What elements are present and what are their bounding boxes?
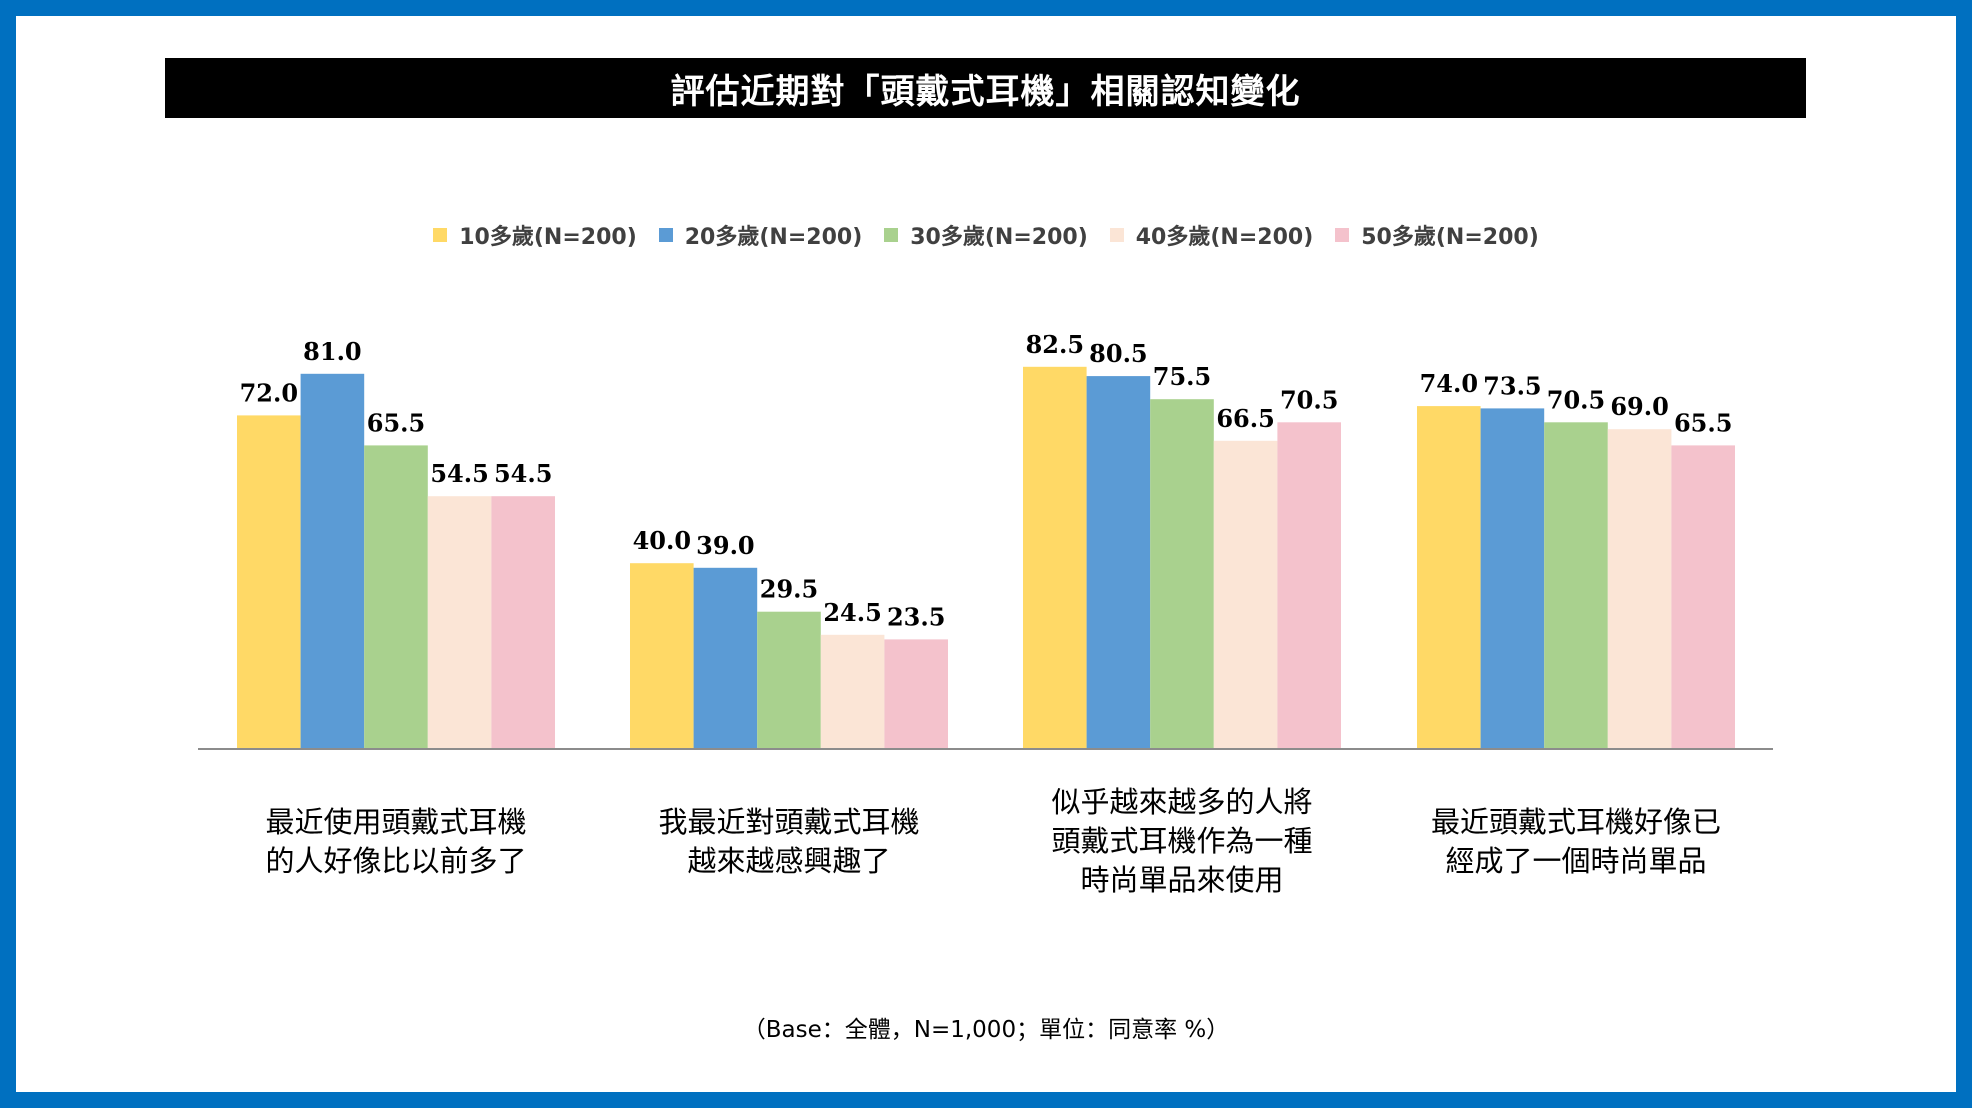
bar <box>300 373 365 748</box>
data-label: 54.5 <box>430 459 488 488</box>
data-label: 24.5 <box>823 598 881 627</box>
category-label: 最近頭戴式耳機好像已 經成了一個時尚單品 <box>1411 803 1741 881</box>
legend-label: 40多歲(N=200) <box>1135 225 1314 250</box>
data-label: 70.5 <box>1547 385 1605 414</box>
bar <box>1417 406 1481 748</box>
bar <box>1480 408 1545 748</box>
data-label: 69.0 <box>1610 392 1668 421</box>
data-label: 29.5 <box>760 575 818 604</box>
data-label: 65.5 <box>367 408 425 437</box>
legend-label: 10多歲(N=200) <box>459 225 637 250</box>
category-label: 似乎越來越多的人將 頭戴式耳機作為一種 時尚單品來使用 <box>1017 783 1347 900</box>
legend-item: 50多歲(N=200) <box>1335 219 1539 251</box>
bar <box>1607 429 1672 748</box>
bar <box>757 611 821 748</box>
data-label: 54.5 <box>494 459 552 488</box>
data-label: 74.0 <box>1420 369 1478 398</box>
legend-label: 30多歲(N=200) <box>910 225 1088 250</box>
data-label: 81.0 <box>303 337 361 366</box>
bar <box>693 567 758 748</box>
data-label: 39.0 <box>696 531 754 560</box>
bar <box>1671 445 1735 748</box>
data-label: 82.5 <box>1026 330 1084 359</box>
legend-label: 20多歲(N=200) <box>684 225 863 250</box>
bar <box>1544 422 1608 748</box>
bar <box>1150 399 1214 748</box>
data-label: 75.5 <box>1153 362 1211 391</box>
data-label: 70.5 <box>1280 385 1338 414</box>
bar <box>1213 440 1278 748</box>
bar <box>884 639 948 748</box>
bar <box>630 563 694 748</box>
bar <box>364 445 428 748</box>
legend-item: 30多歲(N=200) <box>884 219 1088 251</box>
category-label-line: 似乎越來越多的人將 <box>1051 785 1313 819</box>
category-label-line: 頭戴式耳機作為一種 <box>1051 824 1313 858</box>
data-label: 72.0 <box>240 378 298 407</box>
legend-swatch <box>1335 228 1350 242</box>
chart-legend: 10多歲(N=200) 20多歲(N=200) 30多歲(N=200) 40多歲(N=… <box>0 218 1972 252</box>
data-label: 40.0 <box>633 526 691 555</box>
category-label-line: 越來越感興趣了 <box>687 844 891 878</box>
bar <box>1023 366 1087 748</box>
data-label: 65.5 <box>1674 408 1732 437</box>
category-label-line: 我最近對頭戴式耳機 <box>658 805 920 839</box>
legend-item: 20多歲(N=200) <box>658 219 863 251</box>
legend-item: 40多歲(N=200) <box>1109 219 1314 251</box>
bar <box>427 496 492 748</box>
legend-label: 50多歲(N=200) <box>1361 225 1539 250</box>
legend-swatch <box>658 228 673 242</box>
legend-swatch <box>433 228 448 242</box>
bar <box>820 634 885 748</box>
category-label: 我最近對頭戴式耳機 越來越感興趣了 <box>624 803 954 881</box>
category-label-line: 最近使用頭戴式耳機 <box>265 805 527 839</box>
bar <box>1086 376 1151 748</box>
category-label-line: 最近頭戴式耳機好像已 <box>1430 805 1721 839</box>
chart-title-bar: 評估近期對「頭戴式耳機」相關認知變化 <box>165 58 1806 118</box>
bar <box>491 496 555 748</box>
data-label: 23.5 <box>887 602 945 631</box>
legend-swatch <box>884 228 899 242</box>
data-label: 73.5 <box>1483 371 1541 400</box>
data-label: 80.5 <box>1089 339 1147 368</box>
category-label: 最近使用頭戴式耳機 的人好像比以前多了 <box>231 803 561 881</box>
category-label-line: 時尚單品來使用 <box>1080 863 1284 897</box>
bar <box>237 415 301 748</box>
category-label-line: 的人好像比以前多了 <box>265 844 527 878</box>
bar <box>1277 422 1341 748</box>
legend-item: 10多歲(N=200) <box>433 219 637 251</box>
data-label: 66.5 <box>1216 404 1274 433</box>
legend-swatch <box>1109 228 1124 242</box>
footnote: （Base：全體，N=1,000；單位：同意率 %） <box>742 1017 1230 1043</box>
chart-title: 評估近期對「頭戴式耳機」相關認知變化 <box>670 71 1301 112</box>
category-label-line: 經成了一個時尚單品 <box>1445 844 1707 878</box>
